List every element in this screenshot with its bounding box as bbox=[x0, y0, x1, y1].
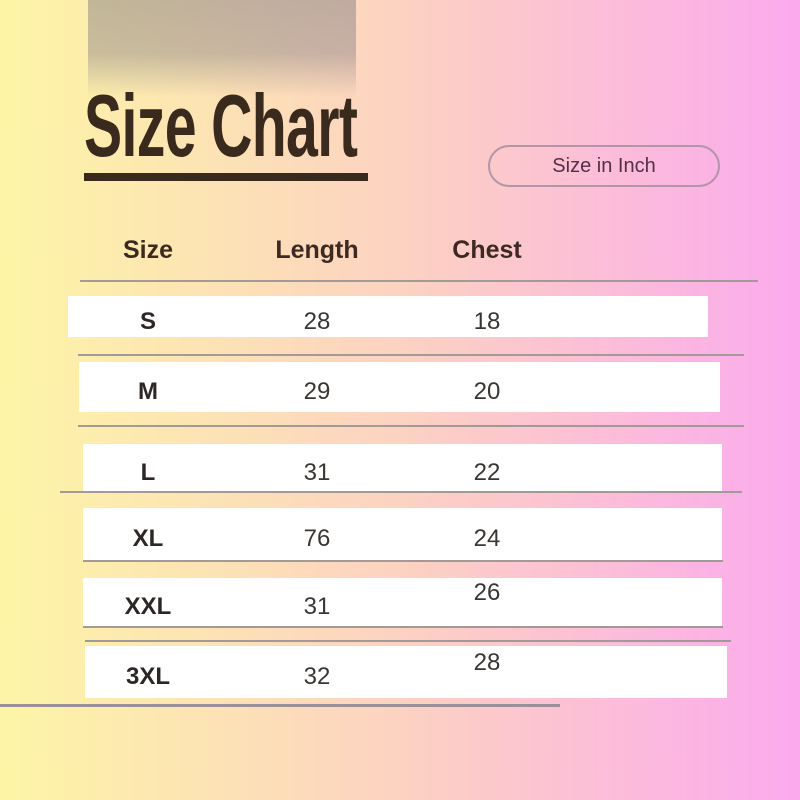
column-header-length: Length bbox=[275, 235, 359, 264]
title-underline bbox=[84, 173, 368, 181]
cell-length: 31 bbox=[303, 459, 331, 486]
header-divider bbox=[80, 280, 758, 282]
row-background bbox=[83, 578, 722, 626]
cell-size: 3XL bbox=[125, 663, 170, 690]
table-row-m: M 29 20 bbox=[0, 362, 800, 412]
row-background bbox=[85, 646, 727, 698]
cell-chest: 28 bbox=[473, 649, 501, 676]
size-unit-label: Size in Inch bbox=[552, 154, 656, 177]
cell-chest: 22 bbox=[473, 459, 501, 486]
footer-divider bbox=[0, 704, 560, 707]
table-header-row: Size Length Chest bbox=[0, 234, 800, 266]
table-row-3xl: 3XL 32 28 bbox=[0, 646, 800, 698]
table-row-xl: XL 76 24 bbox=[0, 508, 800, 560]
row-background bbox=[79, 362, 720, 412]
row-background bbox=[68, 296, 708, 337]
cell-size: XL bbox=[132, 525, 164, 552]
cell-size: L bbox=[140, 459, 156, 486]
table-row-xxl: XXL 31 26 bbox=[0, 578, 800, 626]
row-divider bbox=[60, 491, 742, 493]
column-header-size: Size bbox=[122, 235, 174, 264]
cell-chest: 18 bbox=[473, 307, 501, 335]
cell-size: S bbox=[139, 307, 156, 335]
cell-length: 28 bbox=[303, 307, 331, 335]
column-header-chest: Chest bbox=[452, 235, 522, 264]
table-row-l: L 31 22 bbox=[0, 444, 800, 492]
row-background bbox=[83, 444, 722, 492]
row-divider bbox=[85, 640, 731, 642]
cell-chest: 24 bbox=[473, 525, 501, 552]
cell-size: M bbox=[138, 378, 158, 405]
row-divider bbox=[83, 560, 723, 562]
cell-length: 31 bbox=[303, 593, 331, 620]
cell-chest: 20 bbox=[473, 378, 501, 405]
cell-size: XXL bbox=[124, 593, 172, 620]
row-divider bbox=[78, 354, 744, 356]
row-divider bbox=[78, 425, 744, 427]
top-gradient-band bbox=[88, 0, 356, 97]
size-unit-badge[interactable]: Size in Inch bbox=[488, 145, 720, 187]
row-divider bbox=[83, 626, 723, 628]
page-title: Size Chart bbox=[84, 76, 358, 175]
cell-chest: 26 bbox=[473, 579, 501, 606]
cell-length: 76 bbox=[303, 525, 331, 552]
table-row-s: S 28 18 bbox=[0, 296, 800, 337]
row-background bbox=[83, 508, 722, 560]
cell-length: 32 bbox=[303, 663, 331, 690]
cell-length: 29 bbox=[303, 378, 331, 405]
